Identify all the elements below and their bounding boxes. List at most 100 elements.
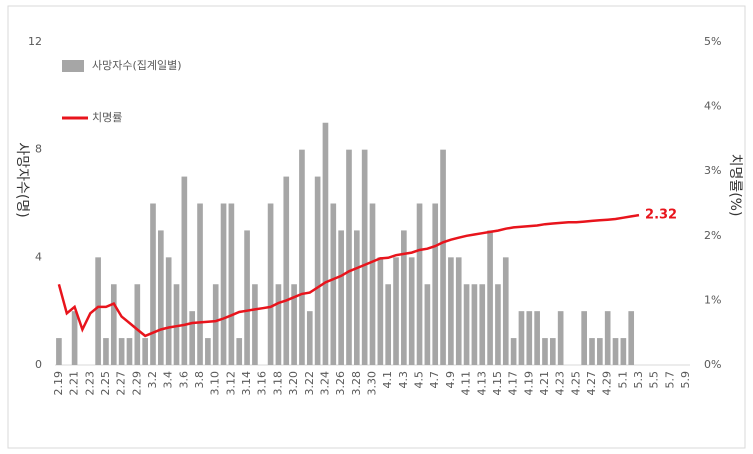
bar (150, 203, 156, 365)
bar (424, 284, 431, 365)
bar (612, 338, 619, 365)
x-tick-label: 2.27 (115, 371, 128, 396)
bar (95, 257, 101, 365)
x-tick-label: 3.28 (350, 371, 363, 396)
bar (220, 203, 227, 365)
line (57, 213, 640, 338)
bar (126, 338, 133, 365)
bar (346, 149, 352, 365)
bar (542, 338, 548, 365)
x-tick-label: 2.25 (99, 371, 112, 396)
bar (597, 338, 603, 365)
x-tick-label: 5.7 (663, 371, 676, 389)
bar (181, 176, 188, 365)
x-tick-label: 3.2 (146, 371, 159, 389)
bar (526, 311, 533, 365)
x-tick-label: 2.23 (83, 371, 96, 396)
bar (471, 284, 478, 365)
bar (205, 338, 211, 365)
x-tick-label: 4.15 (491, 371, 504, 396)
bar (197, 203, 203, 365)
bar (103, 338, 109, 365)
x-tick-label: 2.29 (130, 371, 143, 396)
x-tick-label: 3.30 (366, 371, 379, 396)
x-tick-label: 3.4 (162, 371, 175, 389)
bar (267, 203, 274, 365)
x-tick-label: 5.9 (679, 371, 692, 389)
bar (158, 230, 164, 365)
y2-tick-label: 1% (704, 293, 721, 306)
bar (142, 338, 148, 365)
bar (408, 257, 415, 365)
y2-tick-label: 3% (704, 164, 721, 177)
bar (589, 338, 595, 365)
x-tick-label: 3.12 (224, 371, 237, 396)
x-tick-label: 3.24 (318, 371, 331, 396)
x-tick-label: 3.20 (287, 371, 300, 396)
x-tick-label: 4.27 (585, 371, 598, 396)
bar (361, 149, 368, 365)
x-tick-label: 4.1 (381, 371, 394, 389)
bar (549, 338, 556, 365)
bar (440, 149, 446, 365)
bar (212, 284, 219, 365)
x-tick-label: 3.8 (193, 371, 206, 389)
bar (479, 284, 486, 365)
x-tick-label: 5.5 (648, 371, 661, 389)
bar (518, 311, 525, 365)
x-tick-label: 4.17 (507, 371, 520, 396)
bar (275, 284, 282, 365)
legend-swatch (62, 60, 84, 72)
x-tick-label: 4.29 (601, 371, 614, 396)
bar (620, 338, 627, 365)
x-tick-label: 4.25 (569, 371, 582, 396)
data-label: 2.32 (645, 208, 677, 223)
bar (134, 284, 141, 365)
x-tick-label: 4.7 (428, 371, 441, 389)
x-tick-label: 4.3 (397, 371, 410, 389)
bar (299, 149, 305, 365)
bar (557, 311, 564, 365)
bar (71, 311, 78, 365)
bar (173, 284, 180, 365)
bar (322, 122, 329, 365)
bar (377, 257, 384, 365)
y2-axis-title: 치명률(%) (727, 154, 743, 217)
legend-label: 치명률 (92, 111, 122, 124)
bar (455, 257, 462, 365)
bar (353, 230, 360, 365)
bar (306, 311, 313, 365)
bar (56, 338, 62, 365)
bar (510, 338, 517, 365)
bar (236, 338, 243, 365)
x-tick-label: 3.14 (240, 371, 253, 396)
chart-frame (7, 5, 746, 449)
bar (463, 284, 470, 365)
bar (581, 311, 587, 365)
bar (118, 338, 125, 365)
bar (502, 257, 509, 365)
bar (330, 203, 337, 365)
bar (534, 311, 540, 365)
bar (385, 284, 392, 365)
bar (165, 257, 172, 365)
x-tick-label: 4.21 (538, 371, 551, 396)
y-tick-label: 12 (28, 35, 42, 48)
x-tick-label: 5.1 (616, 371, 629, 389)
x-tick-label: 4.9 (444, 371, 457, 389)
bar (432, 203, 439, 365)
x-tick-label: 3.6 (177, 371, 190, 389)
x-tick-label: 2.19 (52, 371, 65, 396)
bar (487, 230, 493, 365)
bar (628, 311, 635, 365)
bar (401, 230, 407, 365)
x-tick-label: 4.5 (413, 371, 426, 389)
x-tick-label: 3.16 (256, 371, 269, 396)
y2-tick-label: 4% (704, 100, 721, 113)
bar (495, 284, 501, 365)
y2-tick-label: 0% (704, 358, 721, 371)
bar (283, 176, 290, 365)
bar (314, 176, 321, 365)
x-tick-label: 3.26 (334, 371, 347, 396)
